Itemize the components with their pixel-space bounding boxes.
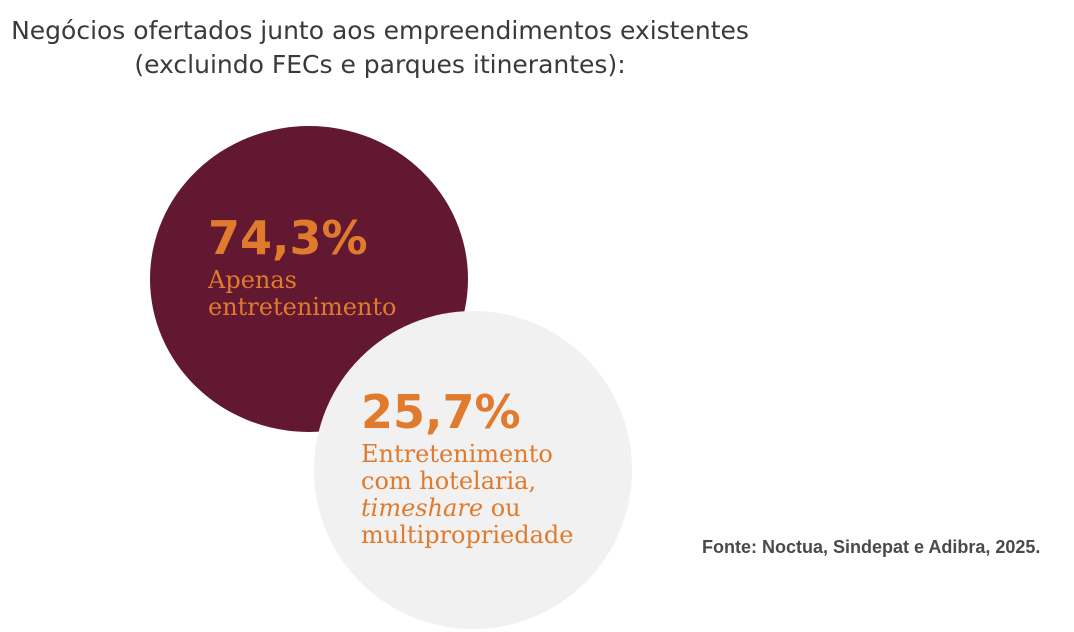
chart-title-line-2: (excluindo FECs e parques itinerantes): xyxy=(134,50,626,79)
chart-title: Negócios ofertados junto aos empreendime… xyxy=(0,14,760,82)
segment-value-entertainment-with-hospitality: 25,7% xyxy=(361,385,521,439)
chart-title-line-1: Negócios ofertados junto aos empreendime… xyxy=(11,16,749,45)
segment-label-line: Entretenimento xyxy=(361,440,553,468)
source-note: Fonte: Noctua, Sindepat e Adibra, 2025. xyxy=(702,537,1041,557)
segment-label-line: com hotelaria, xyxy=(361,467,537,495)
segment-label-line: multipropriedade xyxy=(361,521,574,549)
segment-circle-entertainment-with-hospitality xyxy=(314,311,632,629)
segment-label-word: ou xyxy=(490,494,521,522)
segment-label-entertainment-only: Apenas entretenimento xyxy=(208,267,396,321)
segment-label-line: entretenimento xyxy=(208,293,397,321)
segment-label-line: timeshare ou xyxy=(361,495,573,522)
segment-label-italic-word: timeshare xyxy=(361,494,484,522)
segment-label-line: Apenas xyxy=(208,266,297,294)
segment-value-entertainment-only: 74,3% xyxy=(208,211,368,265)
segment-label-entertainment-with-hospitality: Entretenimento com hotelaria, timeshare … xyxy=(361,441,573,549)
